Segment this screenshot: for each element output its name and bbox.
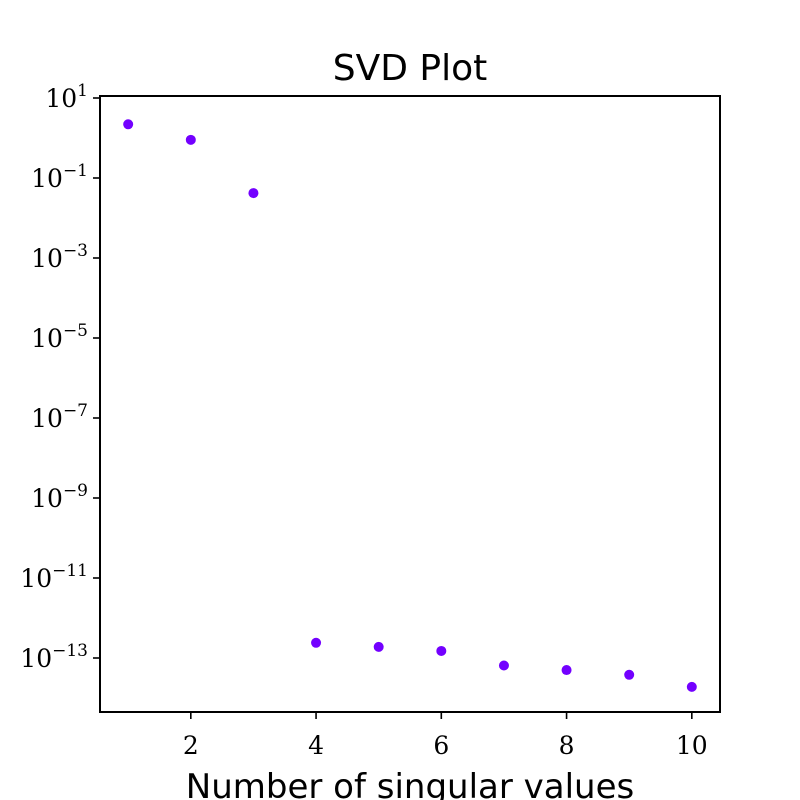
y-tick-label: 10−13 — [20, 641, 88, 673]
data-point — [373, 641, 384, 652]
data-point — [248, 188, 259, 199]
data-point — [624, 669, 635, 680]
y-tick-label: 10−7 — [31, 401, 88, 433]
y-tick-label: 10−9 — [31, 481, 88, 513]
data-point — [311, 637, 322, 648]
y-tick-label: 10−11 — [20, 561, 88, 593]
chart-title: SVD Plot — [333, 48, 488, 89]
plot-area-frame — [99, 95, 721, 713]
data-point — [498, 660, 509, 671]
x-tick-label: 4 — [308, 731, 324, 760]
data-point — [185, 134, 196, 145]
y-tick-label: 10−1 — [31, 161, 88, 193]
y-tick-label: 101 — [45, 81, 88, 113]
x-tick-label: 2 — [183, 731, 199, 760]
y-tick-label: 10−5 — [31, 321, 88, 353]
data-point — [561, 665, 572, 676]
y-tick-label: 10−3 — [31, 241, 88, 273]
x-tick-label: 10 — [676, 731, 708, 760]
x-tick-label: 8 — [559, 731, 575, 760]
data-point — [123, 119, 134, 130]
data-point — [436, 645, 447, 656]
x-axis-ticks: 2 4 6 8 10 — [183, 712, 708, 760]
data-points — [123, 119, 697, 692]
y-axis-ticks: 101 10−1 10−3 10−5 10−7 10−9 10−11 10−13 — [20, 81, 100, 673]
x-tick-label: 6 — [433, 731, 449, 760]
x-axis-label: Number of singular values — [186, 767, 634, 800]
data-point — [686, 681, 697, 692]
